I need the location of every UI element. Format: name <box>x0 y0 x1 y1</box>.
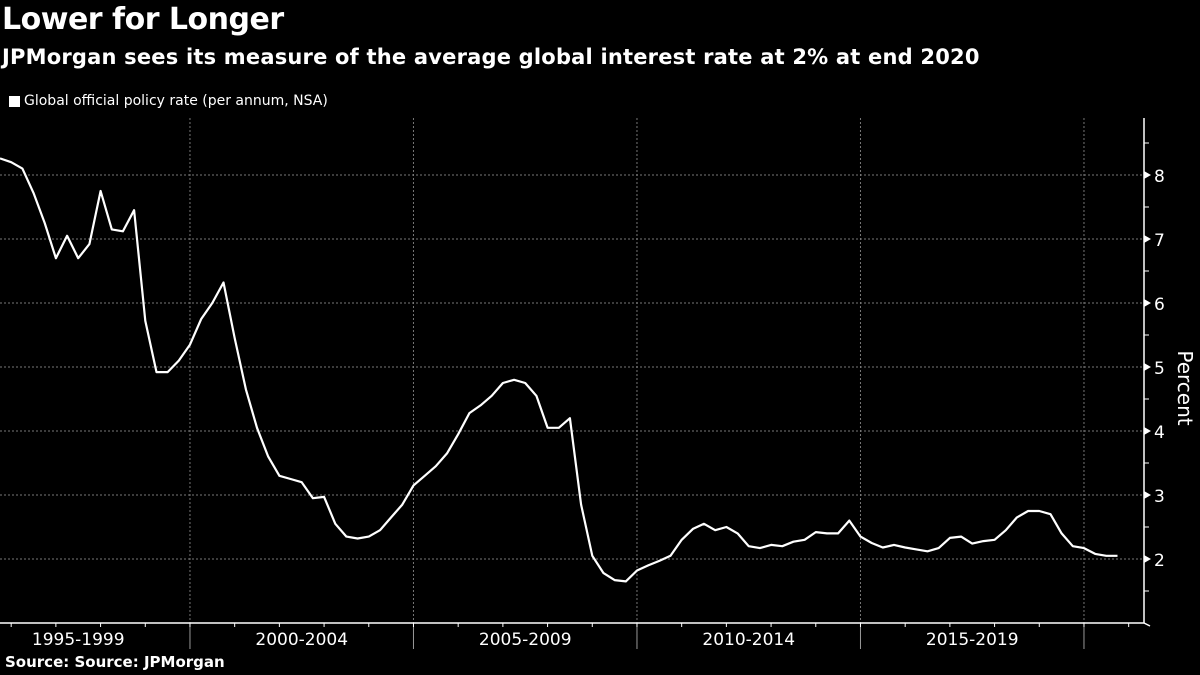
y-tick-label: 6 <box>1154 295 1165 315</box>
chart-subtitle: JPMorgan sees its measure of the average… <box>2 45 980 69</box>
y-tick-mark <box>1144 171 1151 179</box>
legend-label: Global official policy rate (per annum, … <box>24 93 328 109</box>
y-axis: 2 3 4 5 6 7 8 <box>1143 118 1165 627</box>
y-tick-label: 2 <box>1154 551 1165 571</box>
x-axis: 1995-1999 2000-2004 2005-2009 2010-2014 2015… <box>0 622 1144 650</box>
grid <box>0 118 1144 623</box>
y-tick-mark <box>1144 427 1151 435</box>
y-axis-end <box>1143 622 1151 627</box>
y-tick-mark <box>1144 363 1151 371</box>
y-tick-label: 7 <box>1154 231 1165 251</box>
y-axis-label: Percent <box>1173 350 1197 425</box>
y-tick-mark <box>1144 491 1151 499</box>
y-tick-label: 4 <box>1154 423 1165 443</box>
chart-title: Lower for Longer <box>2 2 284 37</box>
x-tick-label: 2005-2009 <box>479 630 572 650</box>
y-tick-mark <box>1144 235 1151 243</box>
x-tick-label: 2000-2004 <box>255 630 348 650</box>
x-tick-label: 2015-2019 <box>926 630 1019 650</box>
legend: Global official policy rate (per annum, … <box>9 91 328 111</box>
y-tick-label: 5 <box>1154 359 1165 379</box>
y-tick-label: 8 <box>1154 167 1165 187</box>
y-tick-mark <box>1144 555 1151 563</box>
series-line-global-policy-rate <box>0 157 1118 583</box>
legend-swatch <box>9 95 20 107</box>
y-tick-label: 3 <box>1154 487 1165 507</box>
x-tick-label: 2010-2014 <box>702 630 795 650</box>
y-tick-mark <box>1144 299 1151 307</box>
source-note: Source: Source: JPMorgan <box>5 653 225 671</box>
x-tick-label: 1995-1999 <box>32 630 125 650</box>
